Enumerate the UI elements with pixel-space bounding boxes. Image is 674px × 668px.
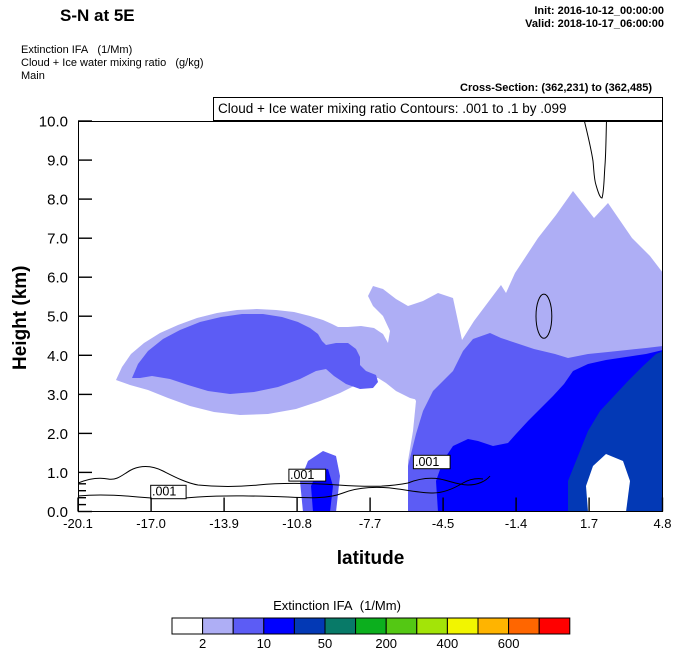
svg-text:2: 2 [199, 636, 206, 651]
svg-text:50: 50 [318, 636, 332, 651]
svg-text:600: 600 [498, 636, 520, 651]
svg-text:200: 200 [375, 636, 397, 651]
svg-text:400: 400 [437, 636, 459, 651]
svg-text:10: 10 [257, 636, 271, 651]
